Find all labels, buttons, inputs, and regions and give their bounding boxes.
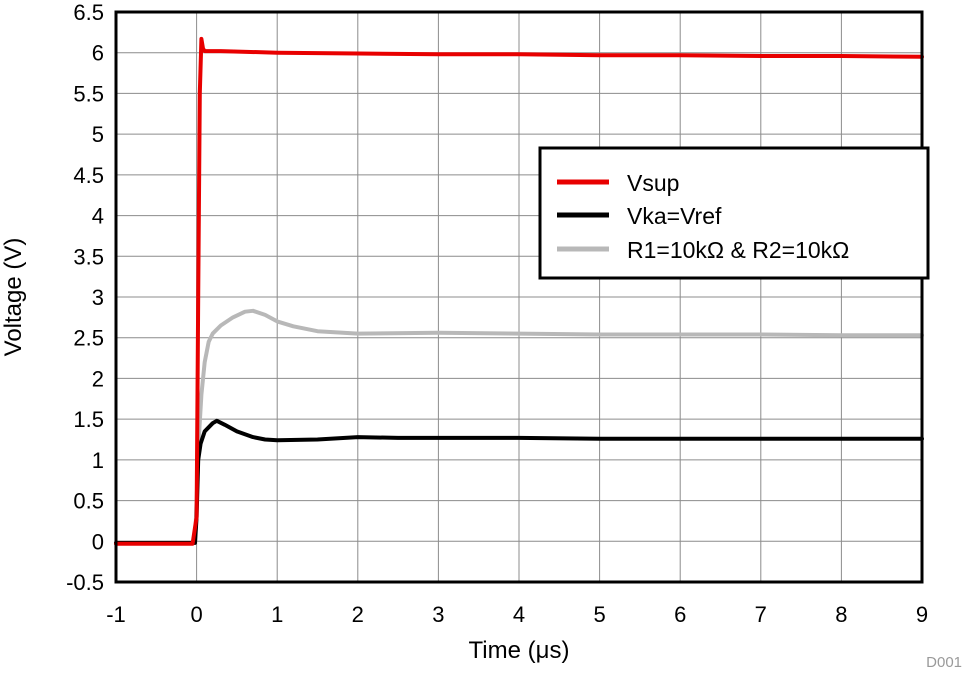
- x-tick-label: 5: [593, 602, 605, 627]
- x-tick-label: 0: [190, 602, 202, 627]
- x-tick-label: -1: [106, 602, 126, 627]
- y-tick-label: 2.5: [73, 326, 104, 351]
- y-tick-label: 0.5: [73, 489, 104, 514]
- x-tick-label: 1: [271, 602, 283, 627]
- data-series: [114, 36, 924, 546]
- y-tick-label: 3: [92, 285, 104, 310]
- y-tick-label: 0: [92, 529, 104, 554]
- y-tick-label: 6: [92, 41, 104, 66]
- legend-label-vsup: Vsup: [627, 170, 679, 196]
- y-tick-label: -0.5: [66, 570, 104, 595]
- x-tick-label: 3: [432, 602, 444, 627]
- plot-frame: [114, 10, 924, 584]
- x-tick-label: 6: [674, 602, 686, 627]
- y-tick-label: 5: [92, 122, 104, 147]
- series-line-divider: [114, 308, 924, 545]
- x-tick-label: 8: [835, 602, 847, 627]
- series-line-vka: [114, 418, 924, 545]
- y-tick-label: 1.5: [73, 407, 104, 432]
- x-tick-label: 9: [916, 602, 928, 627]
- x-tick-label: 4: [513, 602, 525, 627]
- legend-label-vka: Vka=Vref: [627, 203, 722, 229]
- y-tick-label: 4.5: [73, 163, 104, 188]
- x-axis-label: Time (μs): [469, 637, 570, 664]
- y-tick-label: 6.5: [73, 0, 104, 25]
- y-tick-label: 4: [92, 204, 104, 229]
- legend-label-divider: R1=10kΩ & R2=10kΩ: [627, 237, 849, 263]
- y-axis-label: Voltage (V): [0, 238, 27, 357]
- legend: Vsup Vka=Vref R1=10kΩ & R2=10kΩ: [538, 146, 930, 280]
- tick-labels: -1 0 1 2 3 4 5 6 7 8 9 -0.5 0 0.5 1 1.5 2 2.5 3 3.5 4 4.5 5 5.5…: [66, 0, 928, 627]
- y-tick-label: 5.5: [73, 81, 104, 106]
- series-line-vsup: [114, 36, 924, 546]
- x-tick-label: 7: [755, 602, 767, 627]
- y-tick-label: 3.5: [73, 244, 104, 269]
- x-tick-label: 2: [352, 602, 364, 627]
- figure-id: D001: [926, 654, 962, 671]
- y-tick-label: 1: [92, 448, 104, 473]
- y-tick-label: 2: [92, 366, 104, 391]
